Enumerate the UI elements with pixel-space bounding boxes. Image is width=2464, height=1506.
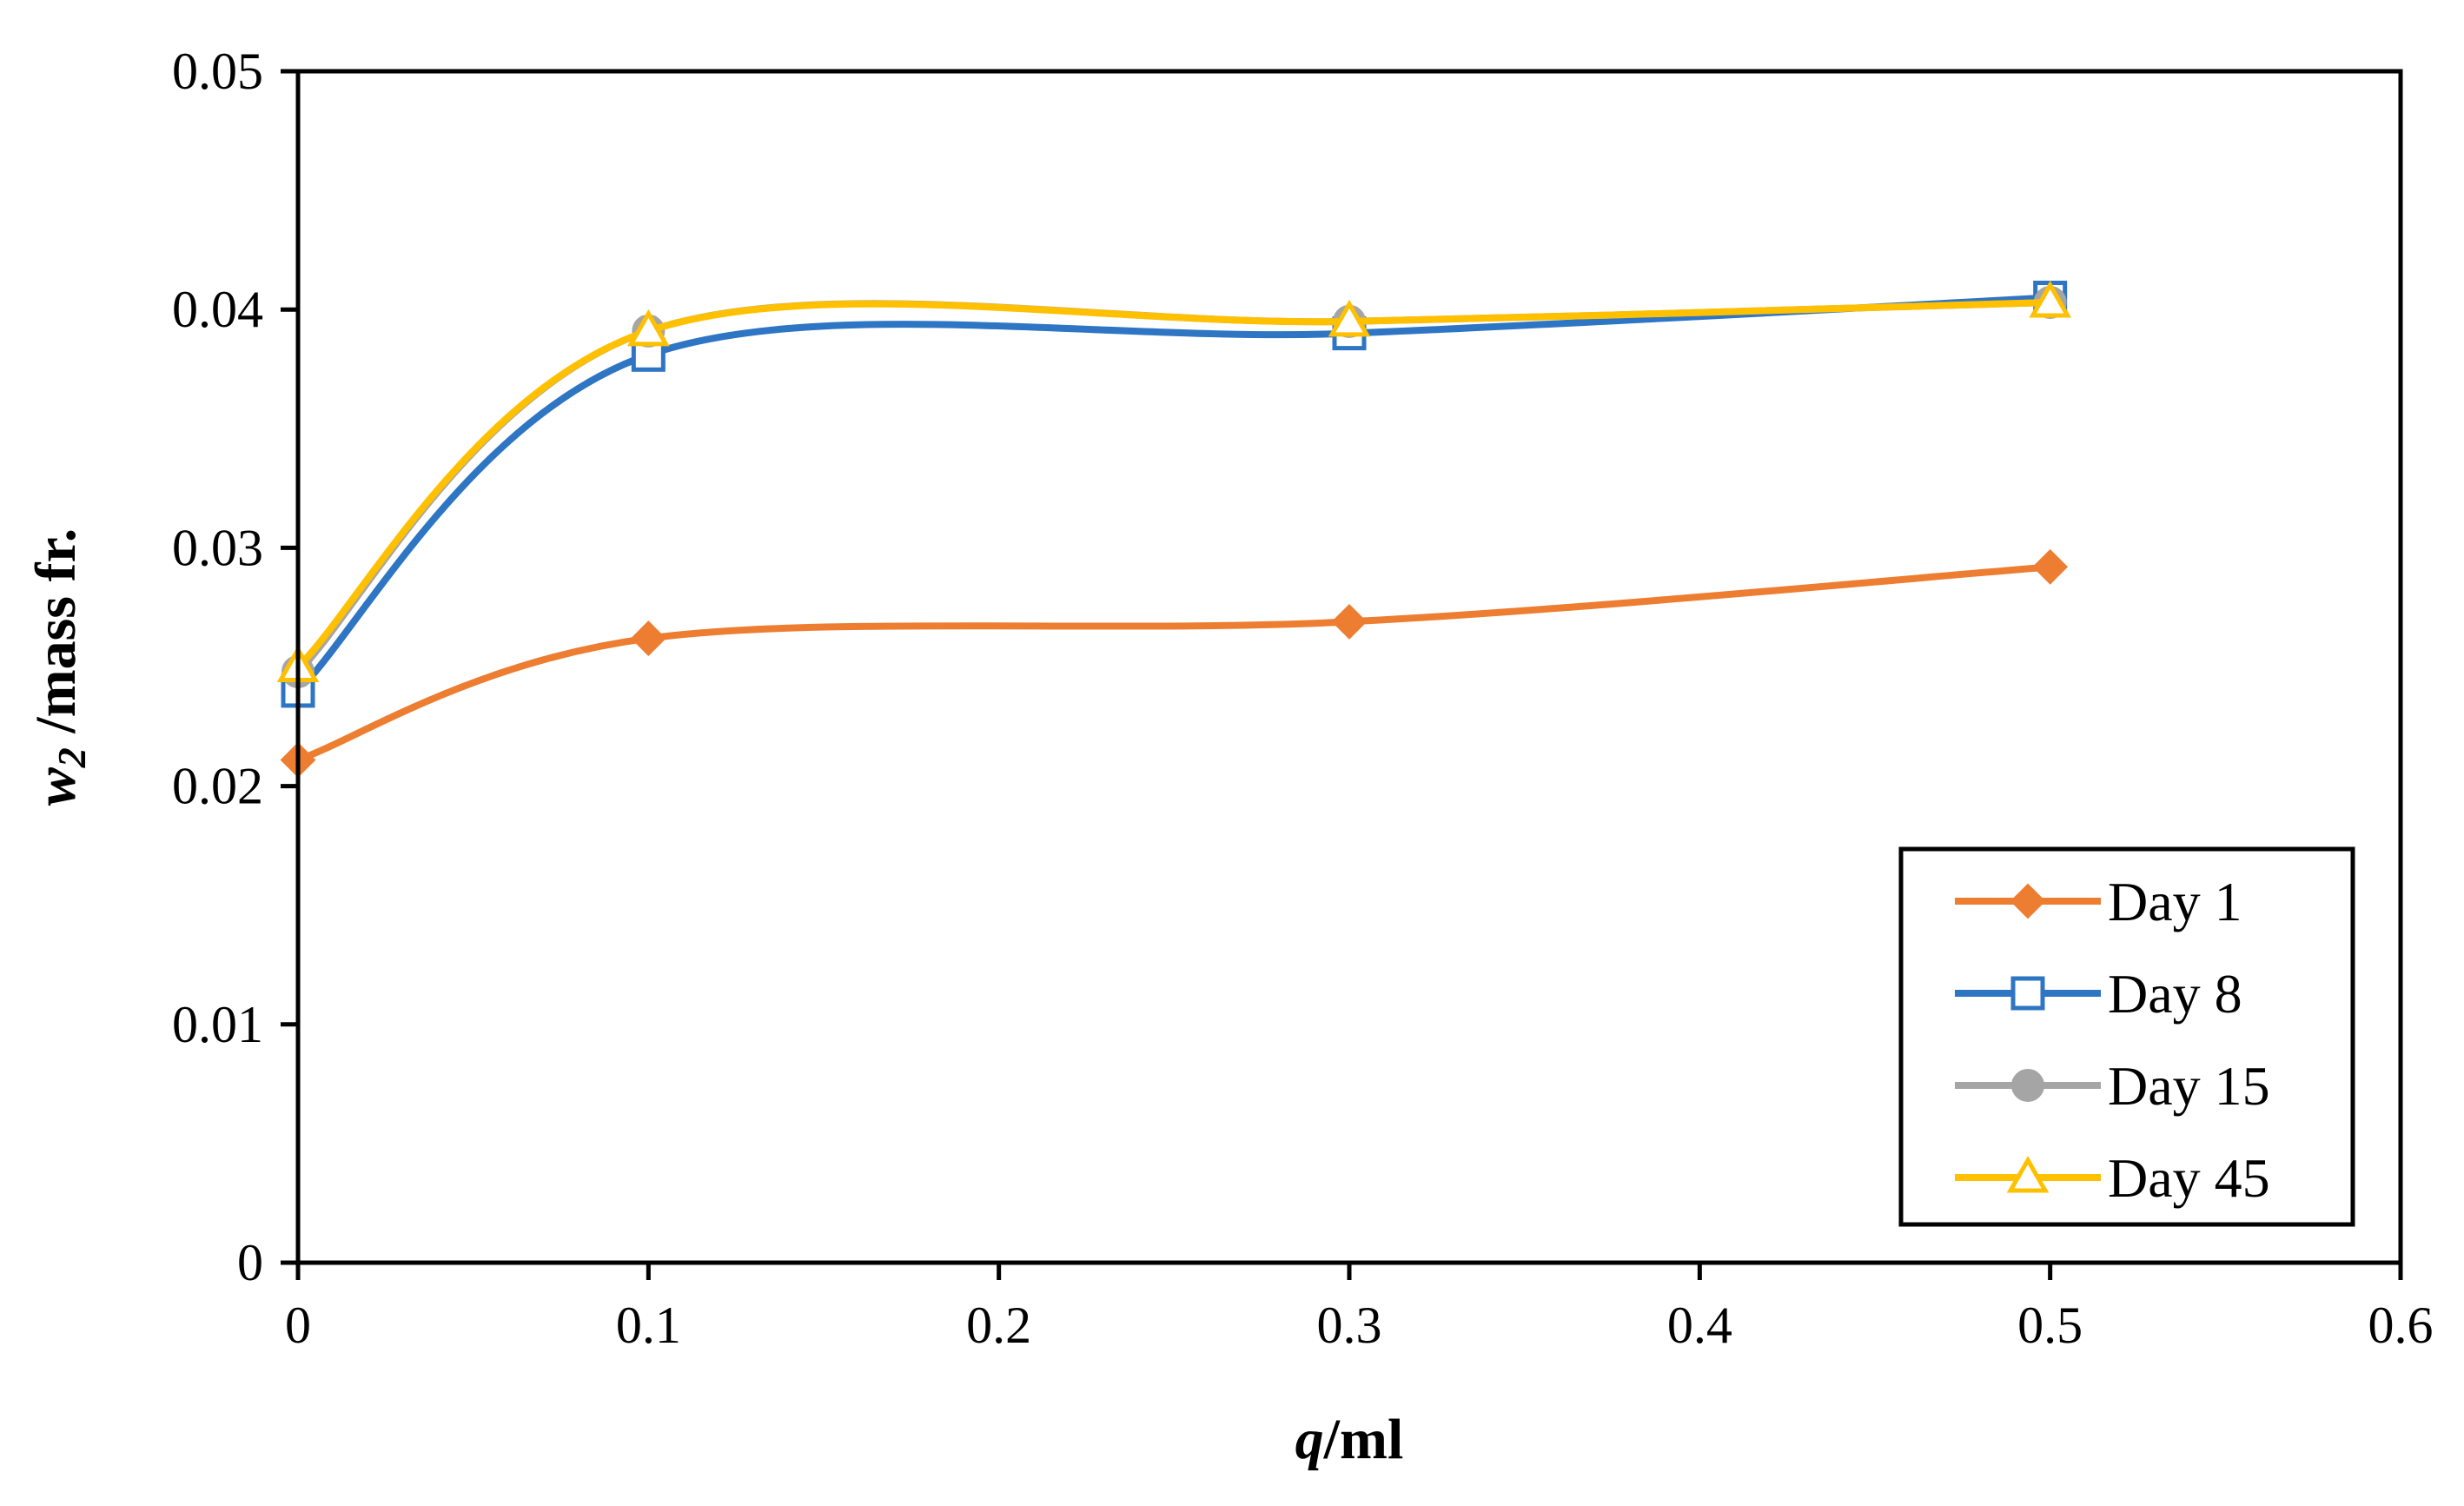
legend: Day 1 Day 8 Day 15 Day 45 bbox=[1898, 846, 2355, 1227]
axis-ticks bbox=[281, 69, 2403, 1280]
series-line bbox=[295, 563, 2054, 764]
square-marker bbox=[2010, 976, 2045, 1011]
x-axis-title-var: q bbox=[1295, 1408, 1324, 1471]
legend-box bbox=[1898, 846, 2355, 1227]
legend-item: Day 15 bbox=[1955, 1055, 2270, 1117]
x-axis-title-unit: /ml bbox=[1323, 1408, 1404, 1471]
legend-item: Day 1 bbox=[1955, 871, 2242, 932]
legend-item: Day 45 bbox=[1955, 1147, 2270, 1209]
legend-item: Day 8 bbox=[1955, 963, 2242, 1025]
series-line bbox=[295, 298, 2054, 671]
triangle-marker bbox=[2006, 1155, 2050, 1193]
x-tick-label: 0.1 bbox=[616, 1297, 681, 1354]
y-axis-title-var: w bbox=[24, 766, 88, 806]
series-1 bbox=[280, 548, 2069, 778]
triangle-marker bbox=[2029, 280, 2071, 318]
x-axis-title: q/ml bbox=[1295, 1408, 1404, 1471]
circle-marker bbox=[2011, 1069, 2044, 1102]
legend-label: Day 1 bbox=[2108, 871, 2242, 932]
y-tick-label: 0.03 bbox=[172, 519, 263, 576]
x-tick-label: 0 bbox=[285, 1297, 311, 1354]
y-axis-title: w2 /mass fr. bbox=[24, 528, 94, 806]
x-tick-label: 0.4 bbox=[1667, 1297, 1732, 1354]
y-tick-label: 0.04 bbox=[172, 281, 263, 338]
triangle-marker bbox=[1328, 299, 1371, 337]
y-axis-title-sub: 2 bbox=[50, 747, 94, 768]
x-tick-label: 0.3 bbox=[1317, 1297, 1382, 1354]
legend-label: Day 15 bbox=[2108, 1055, 2270, 1117]
diamond-marker bbox=[630, 620, 666, 657]
series-layer bbox=[276, 280, 2071, 778]
triangle-marker bbox=[627, 308, 670, 347]
y-tick-label: 0 bbox=[237, 1234, 263, 1291]
diamond-marker bbox=[1331, 603, 1368, 640]
diamond-marker bbox=[2010, 883, 2046, 919]
diamond-marker bbox=[2032, 548, 2069, 585]
x-tick-label: 0.6 bbox=[2368, 1297, 2434, 1354]
legend-label: Day 8 bbox=[2108, 963, 2242, 1025]
y-tick-label: 0.02 bbox=[172, 758, 263, 815]
legend-label: Day 45 bbox=[2108, 1147, 2270, 1209]
y-tick-label: 0.05 bbox=[172, 43, 263, 100]
x-tick-label: 0.2 bbox=[966, 1297, 1031, 1354]
x-tick-label: 0.5 bbox=[2017, 1297, 2083, 1354]
series-4 bbox=[276, 280, 2071, 682]
y-tick-label: 0.01 bbox=[172, 996, 263, 1053]
y-axis-title-unit: /mass fr. bbox=[24, 528, 88, 747]
axis-tick-labels: 0 0.1 0.2 0.3 0.4 0.5 0.6 0 0.01 0.02 0.03 0.04 0.05 bbox=[172, 43, 2434, 1354]
